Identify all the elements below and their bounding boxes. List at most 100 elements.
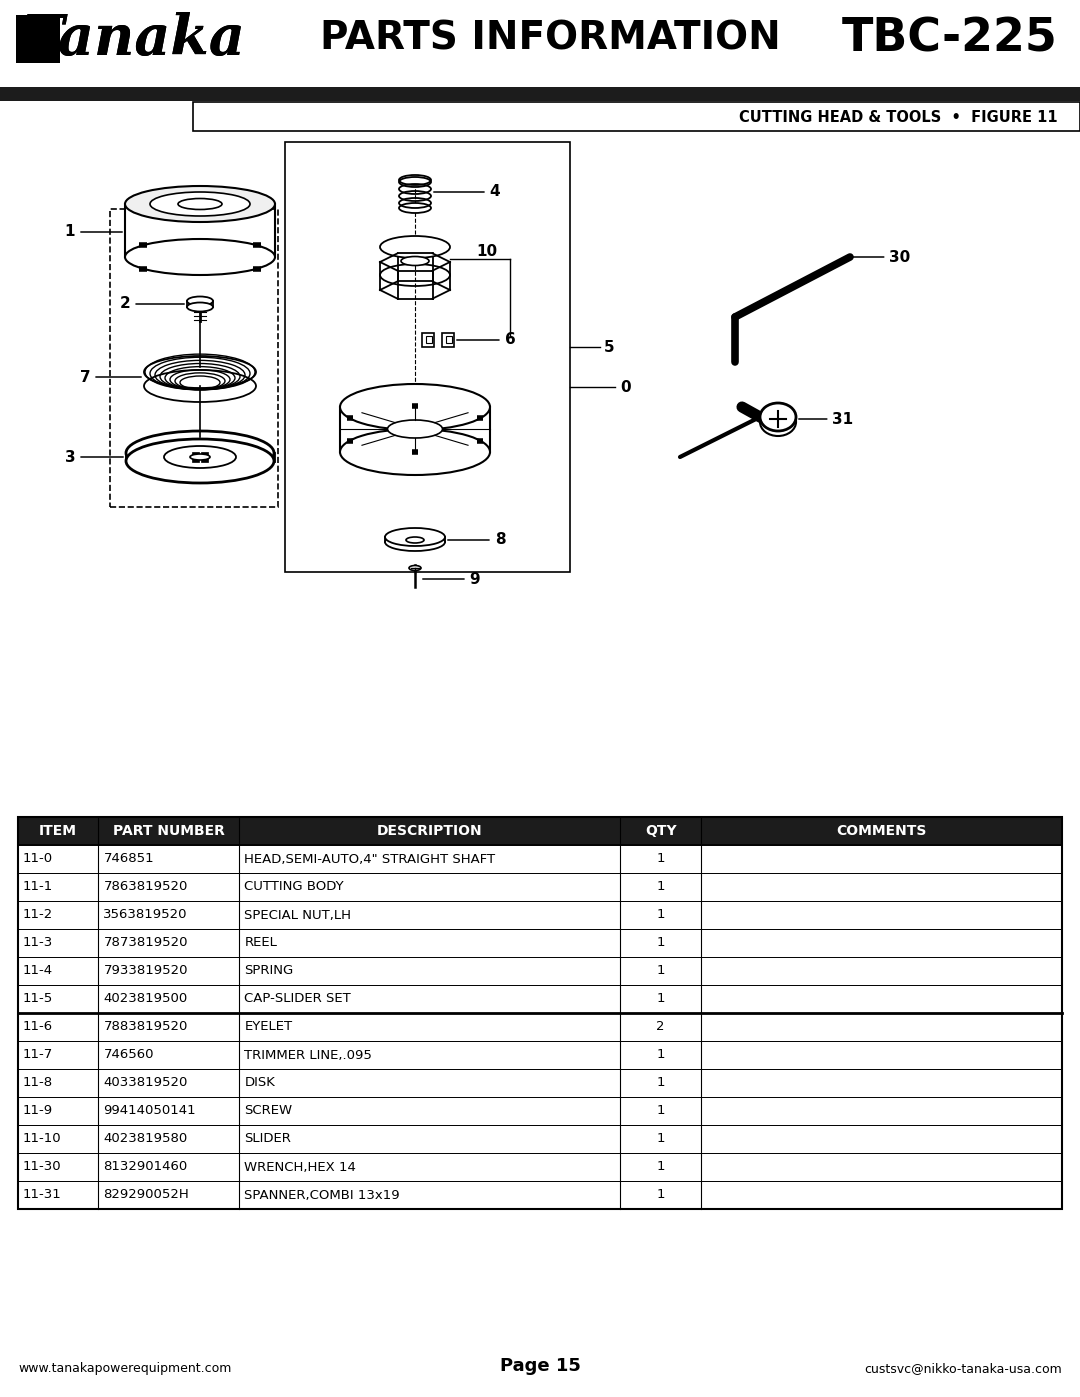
Ellipse shape (187, 303, 213, 312)
Bar (16, 15, 60, 63)
Ellipse shape (187, 296, 213, 306)
Text: 1: 1 (657, 852, 665, 866)
Text: 7873819520: 7873819520 (104, 936, 188, 950)
Text: 11-30: 11-30 (23, 1161, 62, 1173)
Text: 31: 31 (799, 412, 853, 426)
Text: 6: 6 (457, 332, 515, 348)
Text: 1: 1 (657, 1133, 665, 1146)
Text: EYELET: EYELET (244, 1020, 293, 1034)
Text: 11-9: 11-9 (23, 1105, 53, 1118)
Bar (18, 873, 1062, 901)
Text: custsvc@nikko-tanaka-usa.com: custsvc@nikko-tanaka-usa.com (864, 1362, 1062, 1375)
Text: CUTTING HEAD & TOOLS  •  FIGURE 11: CUTTING HEAD & TOOLS • FIGURE 11 (740, 109, 1058, 124)
Ellipse shape (406, 536, 424, 543)
Text: 7883819520: 7883819520 (104, 1020, 188, 1034)
Text: DISK: DISK (244, 1077, 275, 1090)
Text: 8132901460: 8132901460 (104, 1161, 188, 1173)
Text: HEAD,SEMI-AUTO,4" STRAIGHT SHAFT: HEAD,SEMI-AUTO,4" STRAIGHT SHAFT (244, 852, 496, 866)
Ellipse shape (125, 186, 275, 222)
Text: 4023819500: 4023819500 (104, 992, 188, 1006)
Ellipse shape (125, 239, 275, 275)
Text: 11-6: 11-6 (23, 1020, 53, 1034)
Ellipse shape (380, 264, 450, 286)
Text: 11-0: 11-0 (23, 852, 53, 866)
Text: TBC-225: TBC-225 (842, 17, 1058, 61)
Text: 1: 1 (657, 880, 665, 894)
Ellipse shape (126, 439, 274, 483)
Bar (18, 957, 1062, 985)
Bar (18, 817, 1062, 845)
Text: 11-4: 11-4 (23, 964, 53, 978)
Text: WRENCH,HEX 14: WRENCH,HEX 14 (244, 1161, 356, 1173)
Bar (442, 332, 454, 346)
Text: CUTTING BODY: CUTTING BODY (244, 880, 343, 894)
Ellipse shape (760, 402, 796, 432)
Ellipse shape (399, 203, 431, 212)
Text: 7: 7 (80, 369, 141, 384)
Text: 99414050141: 99414050141 (104, 1105, 195, 1118)
Ellipse shape (399, 175, 431, 184)
Bar (18, 1153, 1062, 1180)
Text: Tanaka: Tanaka (22, 11, 245, 67)
Text: 1: 1 (65, 225, 122, 239)
Bar (192, 453, 199, 462)
Text: 7933819520: 7933819520 (104, 964, 188, 978)
Text: www.tanakapowerequipment.com: www.tanakapowerequipment.com (18, 1362, 231, 1375)
Text: 2: 2 (120, 296, 185, 312)
Ellipse shape (164, 446, 237, 468)
Bar (18, 1041, 1062, 1069)
Text: 8: 8 (448, 532, 505, 548)
Text: 11-3: 11-3 (23, 936, 53, 950)
Text: TRIMMER LINE,.095: TRIMMER LINE,.095 (244, 1049, 373, 1062)
Ellipse shape (409, 566, 421, 570)
Ellipse shape (150, 191, 249, 217)
Text: 10: 10 (476, 244, 498, 258)
Text: 30: 30 (853, 250, 910, 264)
Text: 1: 1 (657, 936, 665, 950)
Bar (18, 929, 1062, 957)
Ellipse shape (190, 454, 210, 460)
Text: 4033819520: 4033819520 (104, 1077, 188, 1090)
Text: SPANNER,COMBI 13x19: SPANNER,COMBI 13x19 (244, 1189, 400, 1201)
Text: 11-2: 11-2 (23, 908, 53, 922)
Ellipse shape (380, 236, 450, 258)
Bar (18, 845, 1062, 873)
Text: Page 15: Page 15 (500, 1356, 580, 1375)
Text: 11-1: 11-1 (23, 880, 53, 894)
Text: 5: 5 (604, 339, 615, 355)
Ellipse shape (340, 384, 490, 430)
Text: ITEM: ITEM (39, 824, 77, 838)
Text: DESCRIPTION: DESCRIPTION (377, 824, 483, 838)
Text: 11-31: 11-31 (23, 1189, 62, 1201)
Text: QTY: QTY (645, 824, 676, 838)
Text: 746560: 746560 (104, 1049, 153, 1062)
Text: 1: 1 (657, 908, 665, 922)
Text: 4023819580: 4023819580 (104, 1133, 188, 1146)
Text: 829290052H: 829290052H (104, 1189, 189, 1201)
Bar (426, 337, 432, 344)
Bar (18, 901, 1062, 929)
Text: 11-10: 11-10 (23, 1133, 62, 1146)
Text: SPECIAL NUT,LH: SPECIAL NUT,LH (244, 908, 351, 922)
Ellipse shape (384, 534, 445, 550)
Text: 1: 1 (657, 992, 665, 1006)
Text: 4: 4 (434, 184, 500, 200)
Text: REEL: REEL (244, 936, 278, 950)
Bar (193, 102, 1080, 131)
Bar (18, 985, 1062, 1013)
Text: 1: 1 (657, 964, 665, 978)
Text: 11-7: 11-7 (23, 1049, 53, 1062)
Ellipse shape (760, 408, 796, 436)
Bar (0, 0, 1080, 89)
Text: 2: 2 (657, 1020, 665, 1034)
Text: 1: 1 (657, 1189, 665, 1201)
Text: PART NUMBER: PART NUMBER (113, 824, 225, 838)
Text: COMMENTS: COMMENTS (836, 824, 927, 838)
Bar (201, 453, 208, 462)
Ellipse shape (340, 429, 490, 475)
Text: SCREW: SCREW (244, 1105, 293, 1118)
Ellipse shape (178, 198, 222, 210)
Text: 746851: 746851 (104, 852, 154, 866)
Bar (18, 1097, 1062, 1125)
Text: 3: 3 (65, 450, 123, 464)
